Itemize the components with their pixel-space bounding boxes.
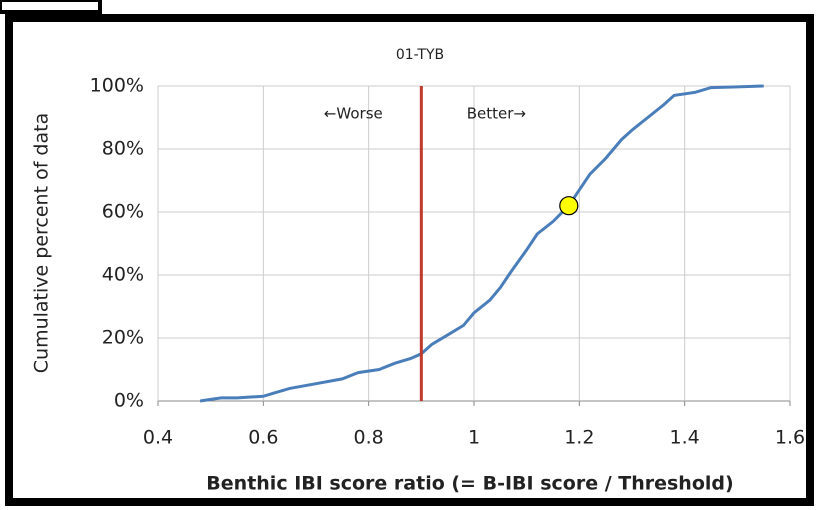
frame — [5, 14, 814, 506]
y-tick-label: 60% — [102, 201, 144, 223]
x-tick-label: 1.4 — [670, 427, 700, 449]
annotation: Better→ — [467, 105, 526, 123]
highlight-point — [559, 196, 579, 216]
x-tick-label: 0.4 — [143, 427, 173, 449]
x-tick-label: 1.2 — [564, 427, 594, 449]
y-tick-label: 0% — [114, 390, 144, 412]
y-tick-label: 100% — [90, 75, 144, 97]
y-tick-label: 80% — [102, 138, 144, 160]
x-tick-label: 1.6 — [775, 427, 805, 449]
chart-title: 01-TYB — [396, 47, 444, 63]
x-tick-label: 0.8 — [354, 427, 384, 449]
x-axis-label: Benthic IBI score ratio (= B-IBI score /… — [206, 473, 733, 495]
y-tick-label: 40% — [102, 264, 144, 286]
tab — [0, 0, 102, 14]
y-tick-label: 20% — [102, 327, 144, 349]
x-tick-label: 1 — [468, 427, 480, 449]
y-axis-label: Cumulative percent of data — [31, 113, 53, 373]
data-line — [199, 84, 764, 403]
annotation: ←Worse — [324, 105, 383, 123]
x-tick-label: 0.6 — [248, 427, 278, 449]
